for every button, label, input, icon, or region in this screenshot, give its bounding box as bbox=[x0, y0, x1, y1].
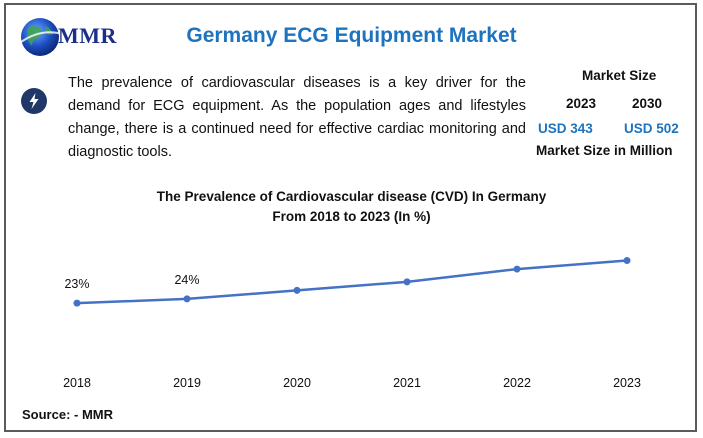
chart-title: The Prevalence of Cardiovascular disease… bbox=[0, 187, 703, 227]
data-point bbox=[513, 265, 521, 273]
x-tick-label: 2022 bbox=[503, 376, 531, 390]
market-size-unit: Market Size in Million bbox=[536, 143, 673, 158]
x-tick-label: 2019 bbox=[173, 376, 201, 390]
series-line bbox=[76, 259, 628, 305]
market-size-title: Market Size bbox=[582, 68, 657, 83]
x-tick-label: 2021 bbox=[393, 376, 421, 390]
lightning-bolt-icon bbox=[21, 88, 47, 114]
x-tick-label: 2018 bbox=[63, 376, 91, 390]
data-point bbox=[623, 257, 631, 265]
data-point bbox=[183, 295, 191, 303]
market-size-value-start: USD 343 bbox=[538, 121, 593, 136]
data-point bbox=[403, 278, 411, 286]
x-tick-label: 2023 bbox=[613, 376, 641, 390]
data-label: 23% bbox=[64, 277, 89, 291]
chart-title-line-1: The Prevalence of Cardiovascular disease… bbox=[156, 189, 547, 204]
outer-frame bbox=[4, 3, 697, 432]
x-tick-label: 2020 bbox=[283, 376, 311, 390]
page-title: Germany ECG Equipment Market bbox=[186, 24, 517, 47]
market-size-value-end: USD 502 bbox=[624, 121, 679, 136]
data-point bbox=[293, 286, 301, 294]
data-point bbox=[73, 299, 81, 307]
source-note: Source: - MMR bbox=[22, 407, 113, 422]
mmr-logo bbox=[18, 14, 128, 60]
market-size-year-end: 2030 bbox=[632, 96, 663, 111]
globe-icon bbox=[20, 18, 64, 56]
market-size-year-start: 2023 bbox=[566, 96, 597, 111]
data-label: 24% bbox=[174, 273, 199, 287]
chart-title-line-2: From 2018 to 2023 (In %) bbox=[272, 209, 431, 224]
intro-paragraph: The prevalence of cardiovascular disease… bbox=[68, 75, 526, 160]
logo-text: MMR bbox=[58, 23, 117, 48]
